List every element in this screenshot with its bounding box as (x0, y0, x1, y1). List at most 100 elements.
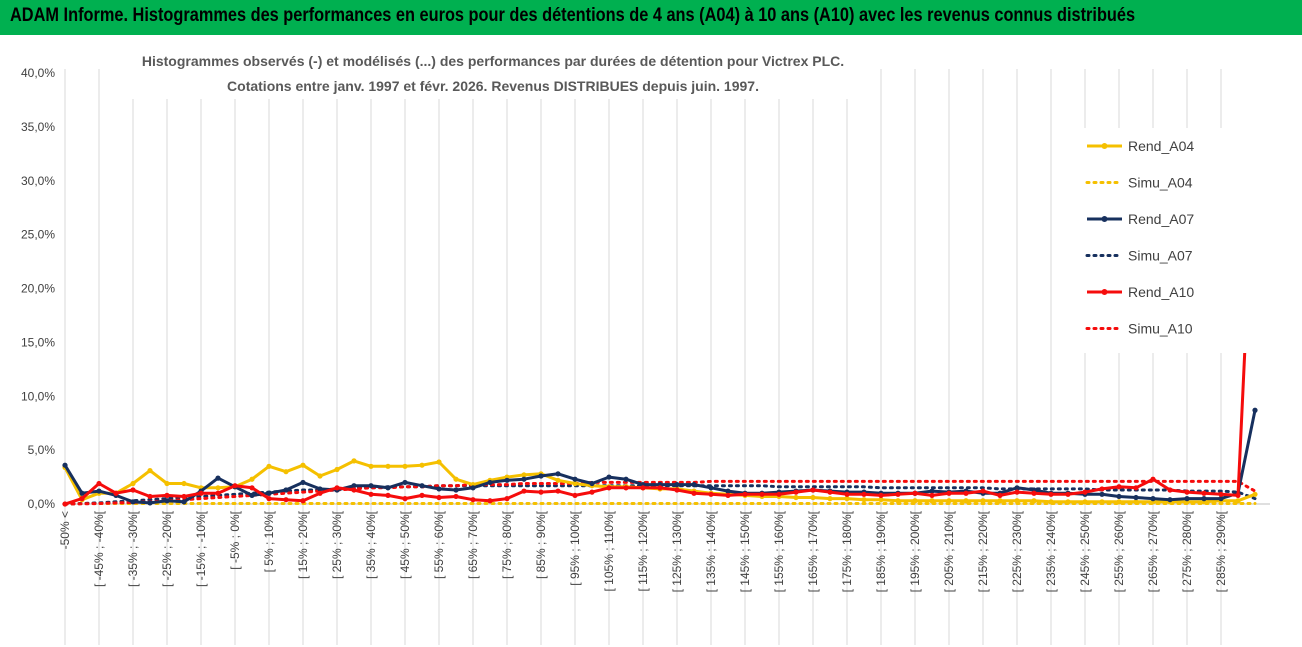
legend-label: Rend_A07 (1128, 211, 1194, 227)
x-tick-label: [ 95% ; 100%[ (568, 510, 582, 585)
point-rend_a10 (1201, 490, 1207, 496)
x-tick-label: [ 35% ; 40%[ (364, 510, 378, 579)
point-rend_a10 (759, 491, 765, 497)
x-tick-label: [ 75% ; 80%[ (500, 510, 514, 579)
legend-label: Rend_A10 (1128, 284, 1194, 300)
y-tick-label: 35,0% (21, 120, 55, 134)
vertical-gridlines (64, 69, 1222, 645)
point-rend_a04 (1065, 499, 1071, 505)
point-rend_a04 (249, 476, 255, 482)
point-rend_a10 (929, 492, 935, 498)
point-rend_a07 (929, 488, 935, 494)
point-rend_a10 (113, 490, 119, 496)
point-rend_a10 (79, 496, 85, 502)
x-tick-label: [ 245% ; 250%[ (1078, 510, 1092, 592)
point-rend_a04 (861, 497, 867, 503)
x-tick-label: [ 85% ; 90%[ (534, 510, 548, 579)
point-rend_a07 (419, 483, 425, 489)
point-rend_a07 (521, 476, 527, 482)
point-rend_a10 (232, 483, 238, 489)
point-rend_a10 (946, 490, 952, 496)
point-rend_a04 (351, 458, 357, 464)
point-rend_a10 (181, 493, 187, 500)
x-tick-label: [ 165% ; 170%[ (806, 510, 820, 592)
point-rend_a10 (861, 491, 867, 497)
point-rend_a07 (96, 488, 102, 494)
point-rend_a04 (980, 498, 986, 504)
point-rend_a10 (1133, 485, 1139, 491)
point-rend_a07 (351, 483, 357, 489)
x-tick-label: [ 145% ; 150%[ (738, 510, 752, 592)
x-tick-label: [ 215% ; 220%[ (976, 510, 990, 592)
point-rend_a10 (589, 489, 595, 495)
point-rend_a04 (912, 498, 918, 504)
x-tick-label: [ 125% ; 130%[ (670, 510, 684, 592)
point-rend_a07 (1133, 494, 1139, 501)
point-rend_a04 (130, 480, 136, 487)
point-rend_a04 (181, 480, 187, 487)
point-rend_a04 (997, 498, 1003, 504)
point-rend_a04 (164, 480, 170, 487)
point-rend_a04 (895, 498, 901, 504)
point-rend_a07 (1116, 493, 1122, 500)
legend-label: Simu_A10 (1128, 321, 1193, 337)
point-rend_a10 (1065, 491, 1071, 497)
point-rend_a10 (1184, 489, 1190, 495)
point-rend_a10 (266, 496, 272, 502)
point-rend_a10 (521, 488, 527, 494)
legend: Rend_A04 Simu_A04 Rend_A07 Simu_A07 Rend_A10… (1085, 138, 1194, 337)
point-rend_a10 (674, 487, 680, 493)
point-rend_a10 (249, 485, 255, 491)
y-axis-ticks: 0,0% 5,0% 10,0% 15,0% 20,0% 25,0% 30,0% 35,0% 40… (21, 66, 55, 511)
point-rend_a10 (1167, 487, 1173, 493)
point-rend_a07 (555, 471, 561, 477)
point-rend_a10 (300, 498, 306, 504)
x-tick-label: [ 135% ; 140%[ (704, 510, 718, 592)
x-tick-label: [ 235% ; 240%[ (1044, 510, 1058, 592)
point-rend_a10 (147, 493, 153, 500)
point-rend_a10 (1099, 486, 1105, 492)
point-rend_a07 (1184, 496, 1190, 502)
point-rend_a07 (1099, 491, 1105, 497)
point-rend_a10 (793, 489, 799, 495)
point-rend_a10 (895, 491, 901, 497)
point-rend_a10 (725, 492, 731, 498)
point-rend_a07 (436, 486, 442, 492)
point-rend_a10 (215, 490, 221, 496)
x-tick-label: [ 255% ; 260%[ (1112, 510, 1126, 592)
legend-marker (1101, 216, 1108, 222)
x-tick-label: [ 195% ; 200%[ (908, 510, 922, 592)
point-rend_a04 (521, 472, 527, 478)
point-rend_a10 (1150, 476, 1156, 482)
chart-subtitle: Cotations entre janv. 1997 et févr. 2026… (227, 78, 759, 94)
point-rend_a07 (368, 483, 374, 489)
point-rend_a10 (640, 485, 646, 491)
point-rend_a04 (317, 473, 323, 479)
x-axis-ticks: -50% < [ -45% ; -40%[[ -35% ; -30%[[ -25%… (58, 510, 1228, 592)
x-tick-label: [ 175% ; 180%[ (840, 510, 854, 592)
series-line-simu_a04 (63, 502, 1257, 506)
point-rend_a07 (1167, 497, 1173, 503)
point-rend_a04 (266, 463, 272, 469)
point-rend_a10 (1116, 484, 1122, 490)
point-rend_a07 (215, 475, 221, 481)
point-rend_a07 (402, 479, 408, 486)
point-rend_a04 (1252, 491, 1258, 497)
point-rend_a07 (538, 473, 544, 479)
point-rend_a07 (589, 480, 595, 487)
point-rend_a10 (385, 492, 391, 498)
point-rend_a10 (963, 490, 969, 496)
point-rend_a10 (1014, 489, 1020, 495)
point-rend_a04 (844, 496, 850, 502)
point-rend_a04 (368, 463, 374, 469)
legend-marker (1101, 289, 1108, 295)
point-rend_a10 (878, 492, 884, 498)
point-rend_a07 (62, 462, 68, 468)
point-rend_a10 (334, 485, 340, 491)
point-rend_a10 (980, 488, 986, 494)
point-rend_a10 (827, 489, 833, 495)
point-rend_a07 (79, 490, 85, 496)
point-rend_a04 (402, 463, 408, 469)
point-rend_a07 (453, 487, 459, 493)
legend-marker (1101, 143, 1108, 149)
